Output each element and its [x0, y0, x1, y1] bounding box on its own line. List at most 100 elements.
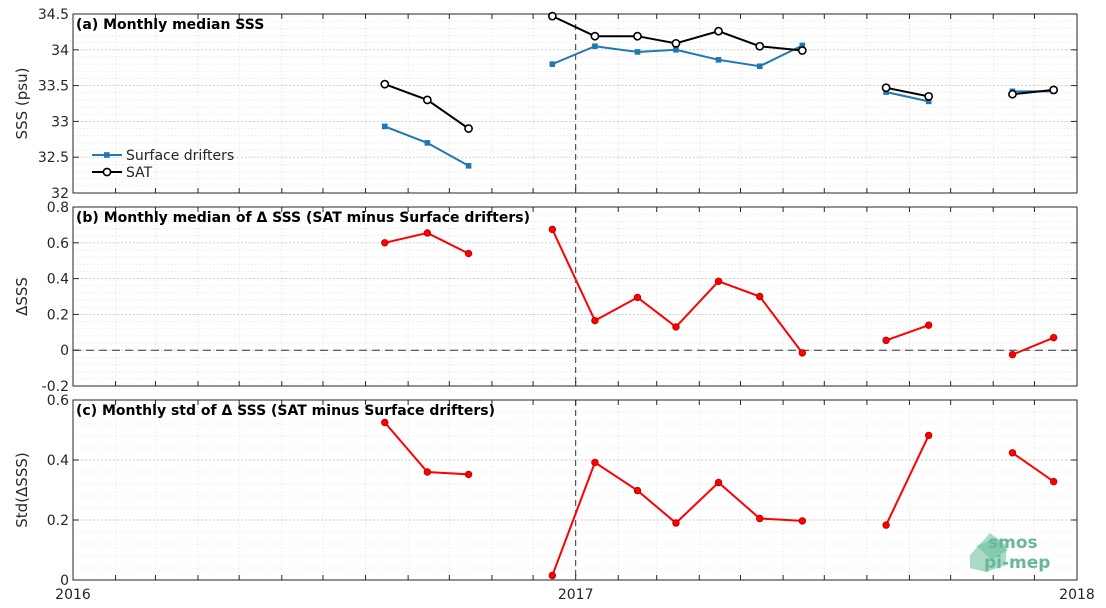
data-point [1008, 89, 1017, 99]
data-point [590, 31, 600, 41]
panel-b: -0.2 0 0.2 0.4 0.6 0.8 ΔSSS (b) Monthly median … [13, 200, 1078, 395]
panel-title: (c) Monthly std of Δ SSS (SAT minus Surf… [76, 403, 495, 419]
series-line [1012, 336, 1055, 356]
panel-c: 0 0.2 0.4 0.6 2016 2017 2018 Std(ΔSSS) (c) Month… [13, 393, 1095, 603]
y-axis-label: Std(ΔSSS) [13, 452, 31, 527]
panel-title: (a) Monthly median SSS [76, 17, 264, 33]
y-tick-label: 0.4 [47, 453, 69, 469]
major-grid [73, 206, 1077, 387]
data-point [380, 79, 390, 89]
data-point [798, 349, 807, 357]
series-line [885, 86, 929, 98]
data-point [714, 26, 723, 36]
data-point [591, 316, 599, 325]
data-point [756, 63, 763, 70]
series-delta-sss [381, 225, 1058, 359]
series-line [1011, 451, 1055, 483]
data-point [756, 292, 764, 301]
series-line [885, 324, 930, 342]
data-point [881, 83, 891, 93]
smos-pi-mep-logo: smos pi-mep [970, 533, 1050, 573]
data-point [672, 323, 680, 331]
data-point [634, 49, 641, 55]
series-delta-sss [381, 418, 1058, 580]
series-sat [380, 11, 1059, 133]
x-tick-label: 2016 [55, 587, 91, 603]
data-point [465, 162, 472, 169]
data-point [672, 519, 680, 527]
data-point [423, 229, 432, 237]
data-point [673, 47, 679, 53]
y-tick-label: 32.5 [38, 150, 69, 166]
data-point [924, 91, 934, 101]
tick-marks [72, 13, 1078, 194]
data-point [547, 11, 557, 21]
y-tick-label: 0.6 [47, 393, 69, 409]
legend-marker [104, 152, 110, 158]
logo-text-pimep: pi-mep [984, 553, 1050, 573]
y-tick-label: 33.5 [38, 79, 69, 95]
data-point [671, 38, 681, 48]
minor-grid [72, 399, 1078, 581]
y-axis-label: SSS (psu) [13, 68, 31, 140]
y-tick-label: 0.8 [47, 200, 69, 216]
data-point [633, 486, 642, 495]
y-tick-label: 32 [51, 186, 69, 202]
data-point [548, 571, 557, 580]
minor-grid [72, 206, 1078, 387]
tick-marks [72, 399, 1078, 581]
y-tick-label: 0.2 [47, 307, 69, 323]
y-axis-label: ΔSSS [13, 277, 31, 316]
major-grid [73, 399, 1077, 581]
series-line [885, 91, 929, 103]
data-point [464, 470, 473, 479]
legend-label: Surface drifters [126, 148, 234, 164]
data-point [882, 521, 890, 529]
y-tick-label: 0 [60, 343, 69, 359]
data-point [756, 514, 764, 523]
data-point [924, 431, 933, 440]
data-point [381, 239, 389, 247]
data-point [1008, 449, 1017, 457]
data-point [882, 336, 890, 345]
data-point [799, 42, 806, 49]
data-point [714, 277, 723, 285]
data-point [1049, 85, 1059, 95]
series-line [384, 125, 470, 167]
y-tick-label: 34.5 [38, 7, 69, 23]
panels: 32 32.5 33 33.5 34 34.5 SSS (psu) (a) Monthly m… [13, 7, 1095, 603]
series-line [551, 460, 803, 576]
series-line [1012, 88, 1054, 96]
data-point [798, 517, 807, 525]
data-point [755, 41, 765, 51]
data-point [714, 478, 723, 487]
data-point [925, 98, 932, 105]
y-tick-label: 0.2 [47, 513, 69, 529]
data-point [1049, 477, 1058, 486]
data-point [633, 293, 642, 302]
y-tick-label: 0.6 [47, 236, 69, 252]
data-point [381, 123, 388, 130]
series-line [885, 434, 930, 526]
data-point [633, 31, 642, 41]
y-tick-label: -0.2 [42, 379, 69, 395]
data-point [464, 249, 473, 258]
series-line [551, 228, 804, 354]
panel-title: (b) Monthly median of Δ SSS (SAT minus S… [76, 210, 530, 226]
tick-marks [72, 206, 1078, 387]
data-point [422, 95, 432, 105]
data-point [592, 43, 598, 50]
series-line [384, 421, 469, 476]
data-point [381, 418, 389, 427]
axes-frame [72, 13, 1078, 194]
y-tick-label: 33 [51, 114, 69, 130]
x-tick-label: 2018 [1059, 587, 1095, 603]
data-point [1049, 333, 1058, 342]
data-point [464, 124, 473, 133]
panel-a: 32 32.5 33 33.5 34 34.5 SSS (psu) (a) Monthly m… [13, 7, 1078, 202]
logo-text-smos: smos [988, 533, 1038, 553]
data-point [548, 225, 557, 234]
data-point [1008, 350, 1017, 359]
